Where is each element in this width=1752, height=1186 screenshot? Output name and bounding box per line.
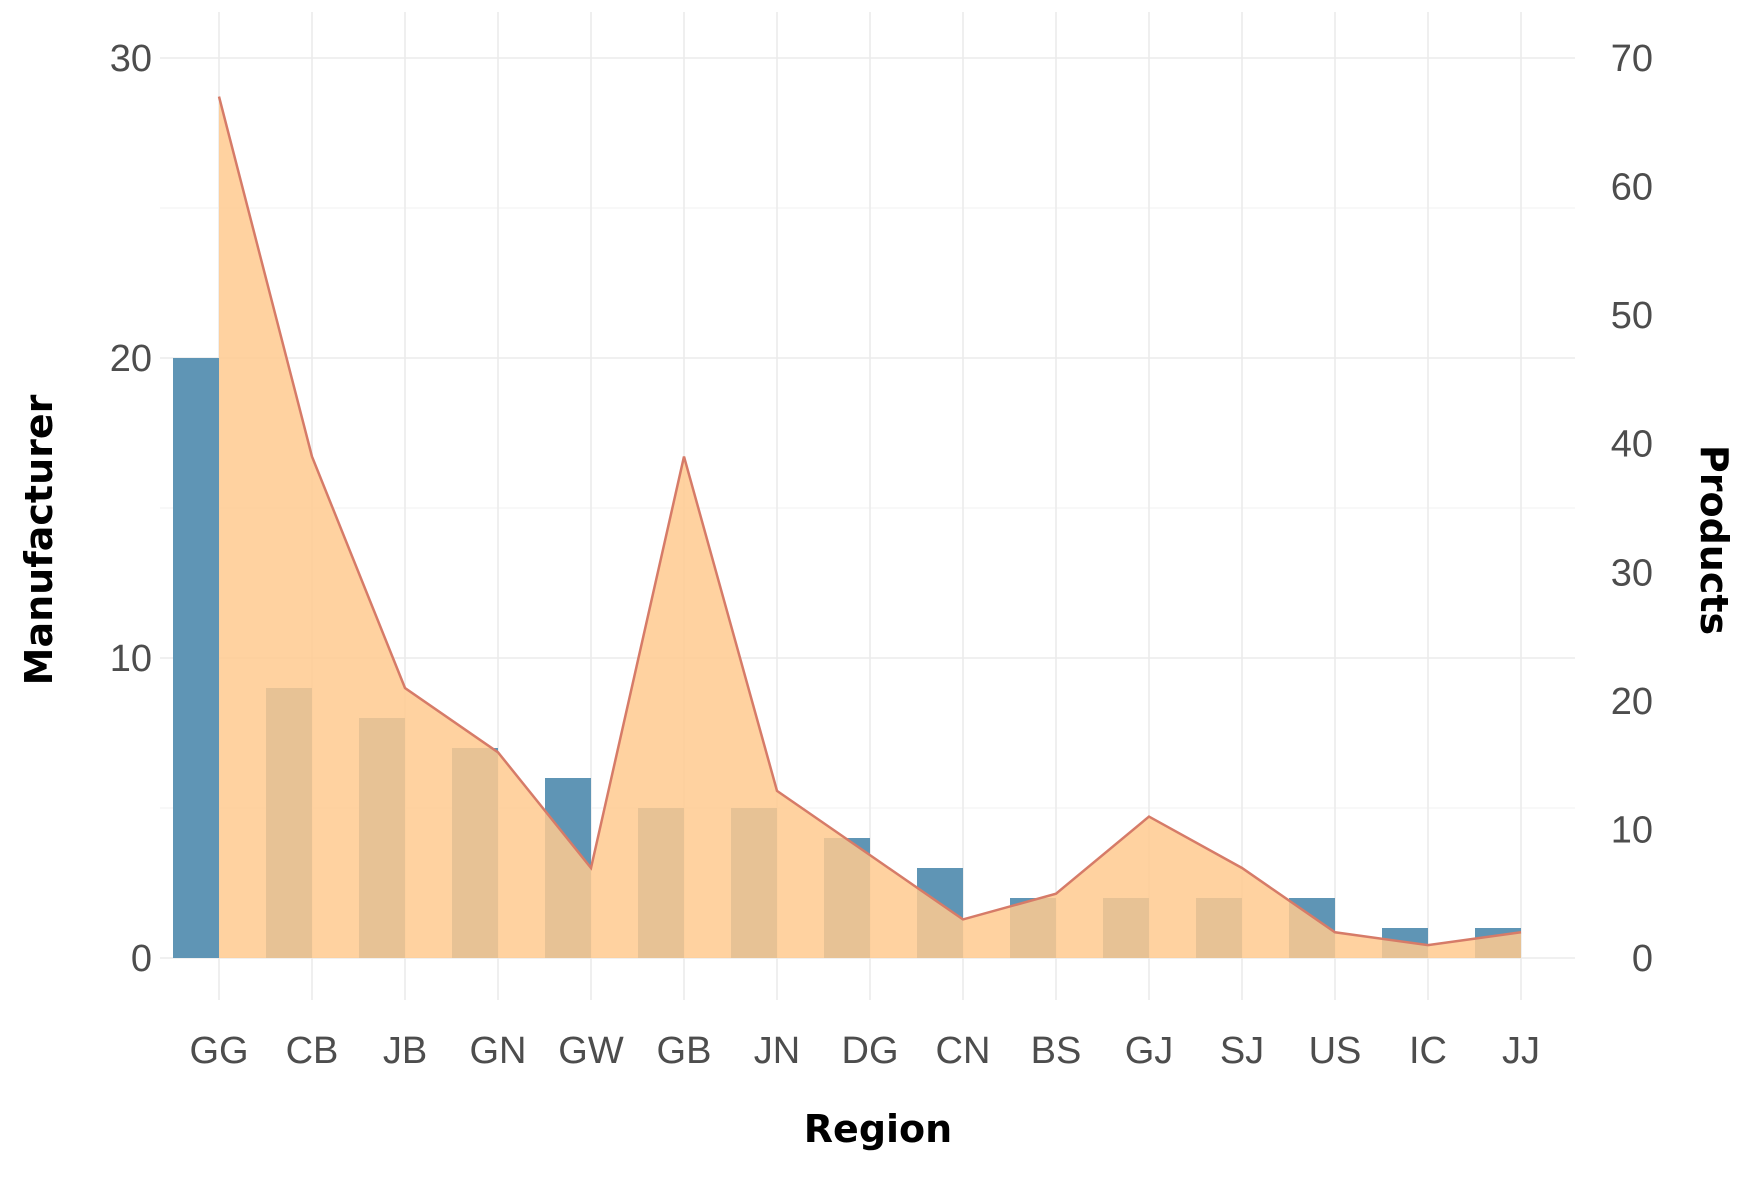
x-tick-us: US: [1309, 1030, 1362, 1072]
left-tick-20: 20: [110, 338, 152, 380]
right-tick-70: 70: [1611, 38, 1653, 80]
x-tick-cn: CN: [936, 1030, 991, 1072]
x-tick-gb: GB: [657, 1030, 712, 1072]
right-tick-0: 0: [1632, 938, 1653, 980]
x-tick-gg: GG: [189, 1030, 248, 1072]
x-tick-dg: DG: [842, 1030, 899, 1072]
x-tick-jb: JB: [383, 1030, 427, 1072]
bar-gg: [173, 358, 219, 958]
right-tick-30: 30: [1611, 552, 1653, 594]
x-axis-title: Region: [804, 1107, 952, 1151]
left-tick-0: 0: [131, 938, 152, 980]
left-tick-10: 10: [110, 638, 152, 680]
left-axis-ticks: 0 10 20 30: [110, 38, 152, 980]
area-fill: [219, 96, 1521, 959]
area-products: [217, 96, 1522, 959]
x-tick-bs: BS: [1031, 1030, 1082, 1072]
right-tick-50: 50: [1611, 295, 1653, 337]
left-tick-30: 30: [110, 38, 152, 80]
x-tick-gw: GW: [558, 1030, 624, 1072]
left-axis-title: Manufacturer: [17, 394, 61, 685]
x-tick-gn: GN: [470, 1030, 527, 1072]
right-tick-20: 20: [1611, 681, 1653, 723]
right-tick-10: 10: [1611, 809, 1653, 851]
x-tick-jj: JJ: [1502, 1030, 1540, 1072]
right-tick-60: 60: [1611, 167, 1653, 209]
x-tick-jn: JN: [754, 1030, 800, 1072]
right-axis-ticks: 0 10 20 30 40 50 60 70: [1611, 38, 1653, 980]
x-tick-ic: IC: [1409, 1030, 1447, 1072]
right-tick-40: 40: [1611, 424, 1653, 466]
right-axis-title: Products: [1692, 445, 1736, 635]
x-tick-sj: SJ: [1220, 1030, 1264, 1072]
x-tick-gj: GJ: [1125, 1030, 1174, 1072]
x-axis-ticks: GG CB JB GN GW GB JN DG CN BS GJ SJ US IC JJ: [189, 1030, 1540, 1072]
x-tick-cb: CB: [286, 1030, 339, 1072]
